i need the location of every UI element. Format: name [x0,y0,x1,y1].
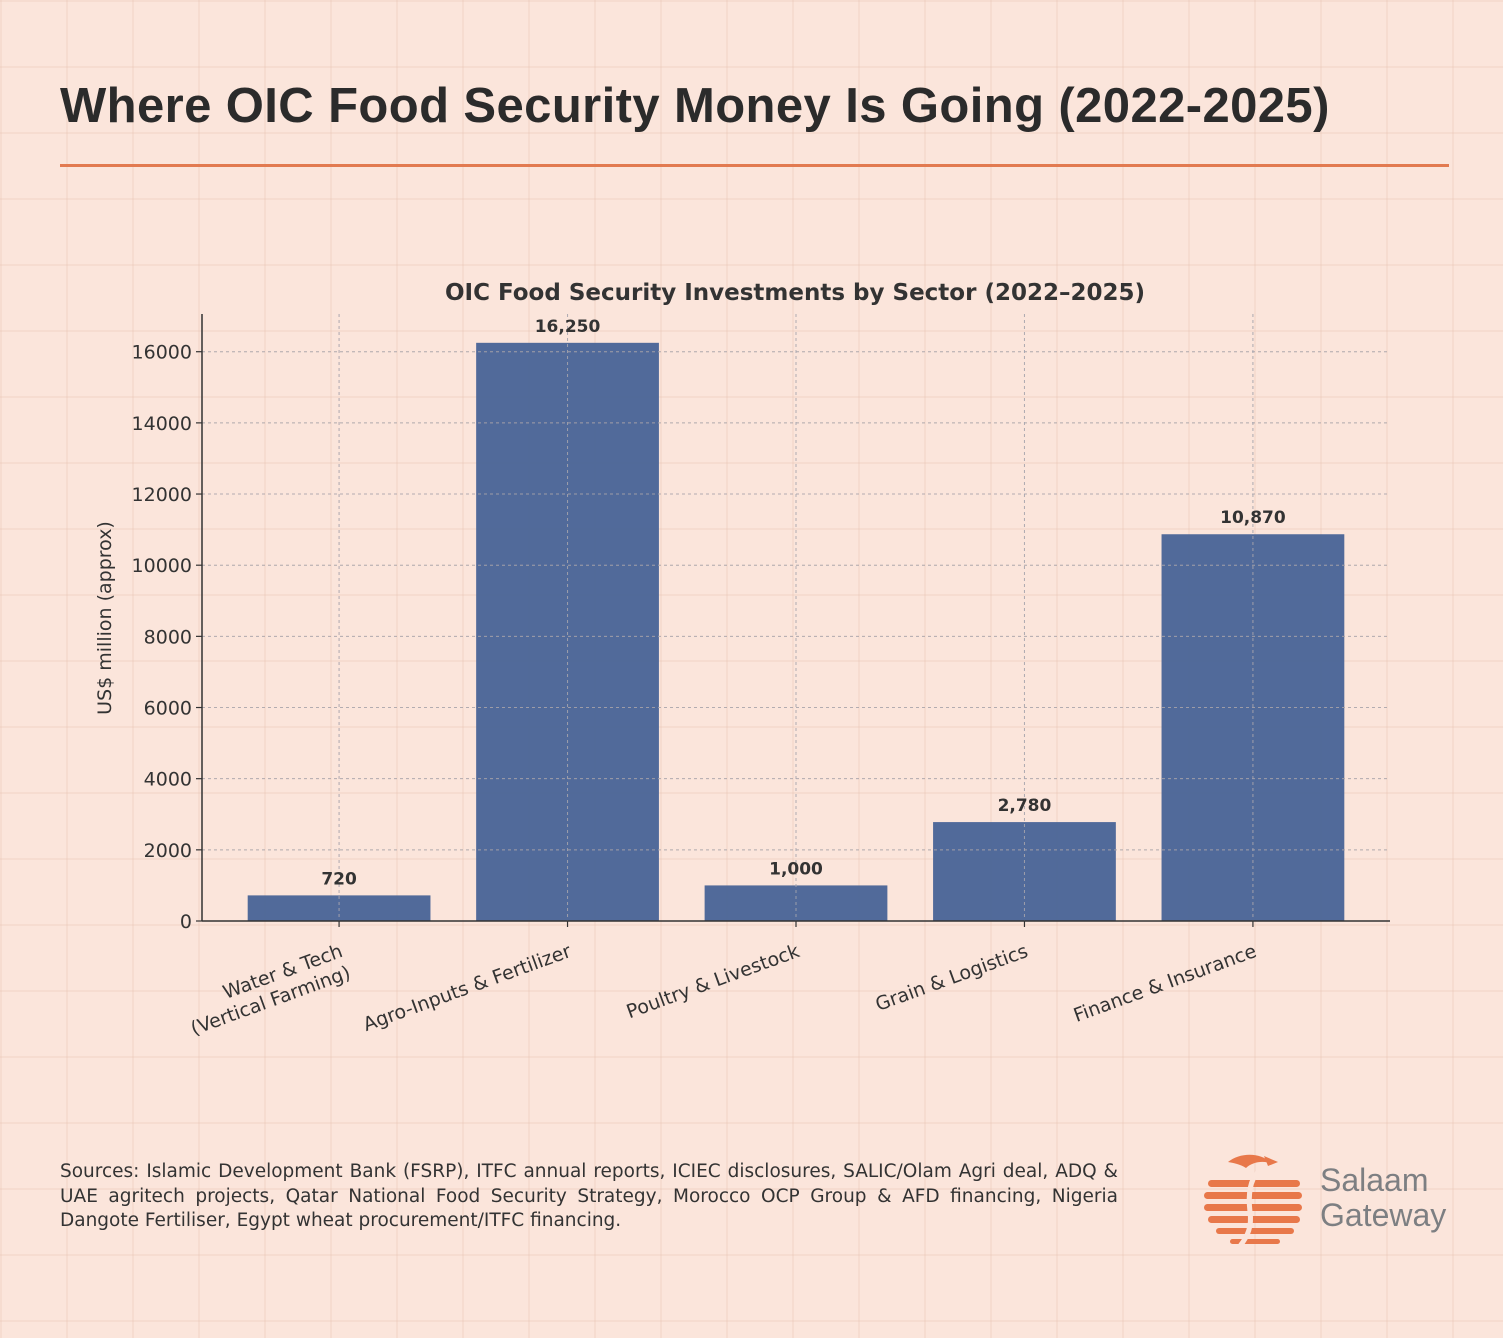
x-tick-label-group: Grain & Logistics [873,940,1031,1016]
x-tick-label-group: Poultry & Livestock [624,940,803,1023]
y-tick-label: 4000 [144,769,192,791]
bar-value-label: 10,870 [1220,508,1286,528]
bar-value-label: 2,780 [998,796,1052,816]
bar-chart: OIC Food Security Investments by Sector … [94,280,1390,1040]
bar-value-label: 1,000 [769,859,823,879]
y-tick-label: 14000 [132,413,192,435]
x-tick-label: Finance & Insurance [1071,940,1260,1027]
logo-text-line1: Salaam [1320,1162,1429,1198]
chart-title: OIC Food Security Investments by Sector … [445,280,1145,306]
x-tick-label-group: Water & Tech(Vertical Farming) [188,940,354,1040]
page-headline: Where OIC Food Security Money Is Going (… [60,79,1330,133]
x-tick-label-group: Finance & Insurance [1071,940,1260,1027]
salaam-gateway-logo: Salaam Gateway [1200,1150,1460,1250]
y-tick-label: 12000 [132,484,192,506]
eagle-globe-icon [1204,1154,1302,1248]
x-tick-label: Agro-Inputs & Fertilizer [360,940,574,1036]
bar-value-label: 720 [321,869,357,889]
y-tick-label: 10000 [132,555,192,577]
headline-divider [60,164,1449,167]
bar-value-label: 16,250 [535,317,601,337]
y-tick-label: 2000 [144,840,192,862]
sources-note: Sources: Islamic Development Bank (FSRP)… [60,1161,1118,1231]
y-axis-label: US$ million (approx) [94,521,116,715]
labels: 0 2000 4000 6000 8000 10000 12000 14000 16000 720… [132,317,1286,1040]
gridlines [202,314,1390,921]
x-tick-label: Poultry & Livestock [624,940,803,1023]
y-tick-label: 16000 [132,342,192,364]
x-tick-label: Grain & Logistics [873,940,1031,1016]
axes [196,314,1390,927]
y-tick-label: 6000 [144,698,192,720]
logo-text-line2: Gateway [1320,1197,1447,1233]
y-tick-label: 8000 [144,626,192,648]
x-tick-label-group: Agro-Inputs & Fertilizer [360,940,574,1036]
y-tick-label: 0 [180,911,192,933]
